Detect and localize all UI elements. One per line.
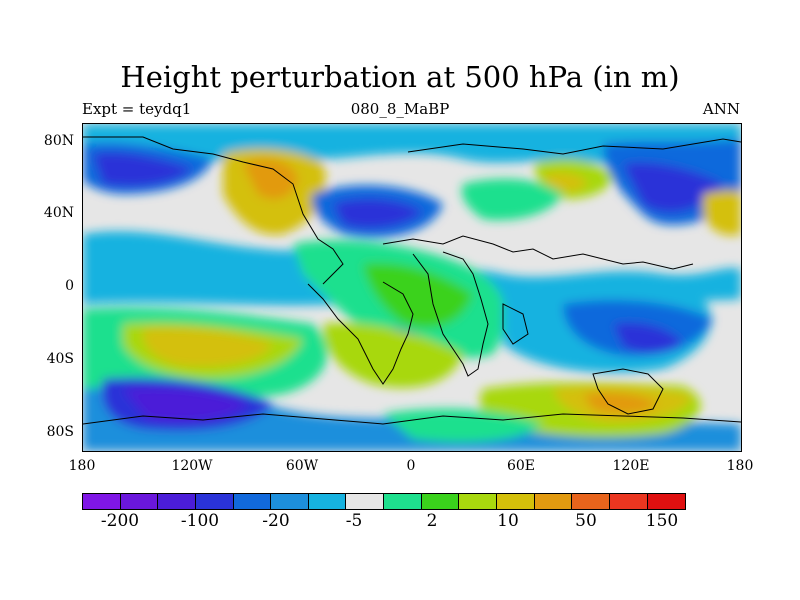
height-field-contours <box>83 124 741 451</box>
colorbar-label: -20 <box>262 511 290 531</box>
lon-tick-60e: 60E <box>506 458 536 474</box>
lon-tick-60w: 60W <box>285 458 319 474</box>
colorbar-swatch <box>83 494 121 509</box>
colorbar-swatch <box>308 494 347 509</box>
lon-tick-120w: 120W <box>171 458 213 474</box>
colorbar-label: -200 <box>100 511 140 531</box>
lon-tick-180e: 180 <box>726 458 754 474</box>
colorbar-swatch <box>647 494 686 509</box>
colorbar-swatch <box>384 494 422 509</box>
colorbar-swatch <box>609 494 648 509</box>
colorbar-swatch <box>459 494 498 509</box>
period-label: 080_8_MaBP <box>350 100 450 118</box>
colorbar-swatch <box>158 494 196 509</box>
lon-tick-0: 0 <box>406 458 416 474</box>
colorbar-label: -5 <box>345 511 363 531</box>
colorbar-label: 150 <box>645 511 679 531</box>
lat-tick-80n: 80N <box>43 133 74 149</box>
lat-tick-40s: 40S <box>46 351 74 367</box>
lat-tick-0: 0 <box>65 278 74 294</box>
colorbar-swatch <box>346 494 385 509</box>
colorbar-swatch <box>195 494 234 509</box>
lat-tick-80s: 80S <box>46 424 74 440</box>
colorbar-label: -100 <box>180 511 220 531</box>
colorbar-swatch <box>497 494 535 509</box>
map-panel <box>82 123 742 452</box>
colorbar <box>82 493 687 510</box>
colorbar-label: 2 <box>426 511 438 531</box>
colorbar-swatch <box>233 494 272 509</box>
colorbar-swatch <box>534 494 573 509</box>
lon-tick-180w: 180 <box>68 458 96 474</box>
plot-title: Height perturbation at 500 hPa (in m) <box>120 60 680 94</box>
experiment-label: Expt = teydq1 <box>82 100 192 118</box>
colorbar-label: 50 <box>575 511 597 531</box>
colorbar-swatch <box>421 494 460 509</box>
colorbar-swatch <box>572 494 610 509</box>
colorbar-swatch <box>271 494 309 509</box>
lon-tick-120e: 120E <box>612 458 650 474</box>
lat-tick-40n: 40N <box>43 205 74 221</box>
colorbar-swatch <box>120 494 159 509</box>
season-label: ANN <box>702 100 740 118</box>
colorbar-label: 10 <box>497 511 519 531</box>
